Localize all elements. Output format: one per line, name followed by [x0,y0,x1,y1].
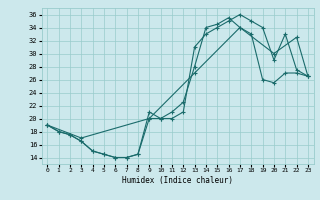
X-axis label: Humidex (Indice chaleur): Humidex (Indice chaleur) [122,176,233,185]
